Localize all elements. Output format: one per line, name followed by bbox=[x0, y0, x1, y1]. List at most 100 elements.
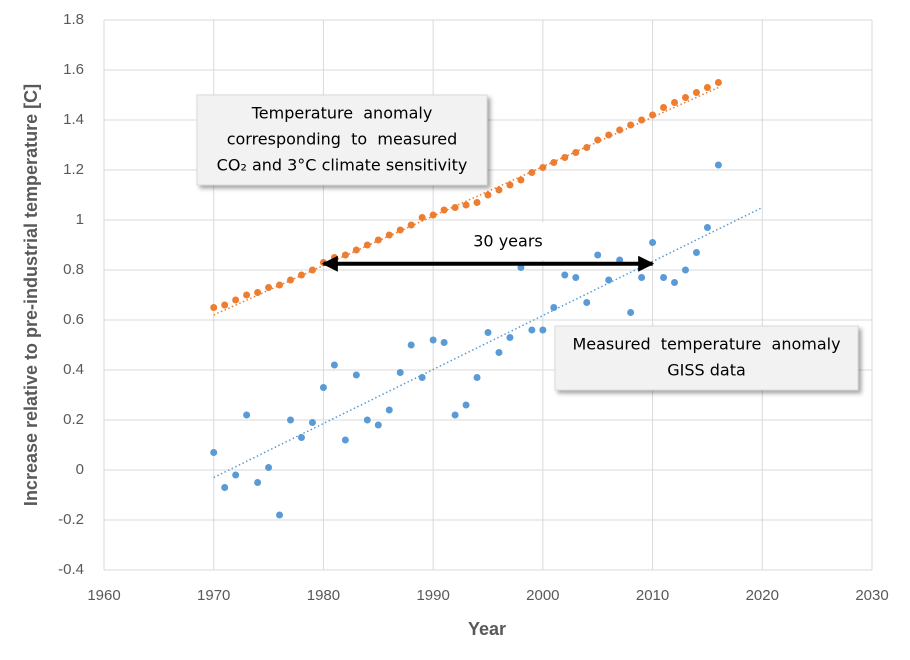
legend-entry: Temperature anomaly bbox=[251, 104, 433, 123]
data-point bbox=[517, 176, 525, 184]
arrow-label: 30 years bbox=[473, 232, 542, 251]
legend-entry: corresponding to measured bbox=[227, 130, 458, 149]
data-point bbox=[276, 281, 284, 289]
data-point bbox=[451, 204, 459, 211]
data-point bbox=[330, 254, 338, 261]
data-point bbox=[396, 369, 404, 376]
data-point bbox=[473, 374, 481, 381]
x-tick-label: 2000 bbox=[526, 587, 559, 604]
data-point bbox=[681, 266, 689, 274]
data-point bbox=[341, 436, 349, 444]
data-point bbox=[550, 159, 558, 166]
data-point bbox=[616, 126, 624, 134]
data-point bbox=[462, 201, 470, 209]
y-tick-label: 1.6 bbox=[63, 61, 84, 78]
x-tick-label: 2030 bbox=[855, 587, 888, 604]
data-point bbox=[308, 419, 316, 426]
data-point bbox=[429, 211, 437, 219]
y-tick-label: 1.2 bbox=[63, 161, 84, 178]
data-point bbox=[254, 479, 262, 486]
data-point bbox=[495, 349, 503, 356]
y-tick-label: 0.6 bbox=[63, 311, 84, 328]
data-point bbox=[583, 144, 591, 151]
data-point bbox=[649, 239, 657, 246]
data-point bbox=[506, 181, 514, 189]
data-point bbox=[308, 266, 316, 274]
y-tick-label: 0.4 bbox=[63, 361, 84, 378]
data-point bbox=[638, 274, 646, 281]
data-point bbox=[396, 226, 404, 234]
data-point bbox=[473, 199, 481, 206]
data-point bbox=[407, 341, 415, 349]
data-point bbox=[692, 89, 700, 96]
data-point bbox=[352, 246, 360, 254]
data-point bbox=[506, 334, 514, 341]
data-point bbox=[363, 241, 371, 249]
data-point bbox=[232, 471, 240, 479]
data-point bbox=[539, 164, 547, 171]
data-point bbox=[363, 416, 371, 424]
data-point bbox=[714, 79, 722, 86]
x-tick-label: 1970 bbox=[197, 587, 230, 604]
data-point bbox=[374, 236, 382, 244]
data-point bbox=[660, 104, 668, 111]
y-tick-label: 0.8 bbox=[63, 261, 84, 278]
x-tick-label: 1980 bbox=[307, 587, 340, 604]
y-tick-label: 0 bbox=[76, 461, 84, 478]
data-point bbox=[418, 374, 426, 381]
data-point bbox=[418, 214, 426, 221]
data-point bbox=[243, 291, 251, 299]
data-point bbox=[385, 231, 393, 239]
data-point bbox=[341, 251, 349, 259]
data-point bbox=[221, 484, 229, 491]
y-tick-label: 1 bbox=[76, 211, 84, 228]
y-tick-label: 1.8 bbox=[63, 11, 84, 28]
data-point bbox=[210, 304, 218, 311]
y-tick-label: -0.2 bbox=[58, 511, 84, 528]
x-axis-title: Year bbox=[468, 619, 506, 639]
data-point bbox=[352, 371, 360, 379]
data-point bbox=[385, 406, 393, 414]
data-point bbox=[539, 326, 547, 334]
data-point bbox=[440, 206, 448, 214]
data-point bbox=[605, 131, 613, 139]
data-point bbox=[714, 161, 722, 169]
data-point bbox=[594, 251, 602, 259]
data-point bbox=[561, 271, 569, 279]
y-tick-label: 1.4 bbox=[63, 111, 84, 128]
y-tick-label: -0.4 bbox=[58, 561, 84, 578]
data-point bbox=[287, 276, 295, 284]
legend-box bbox=[196, 94, 488, 186]
data-point bbox=[484, 191, 492, 199]
arrow-label-box bbox=[452, 222, 564, 260]
data-point bbox=[276, 511, 284, 519]
data-point bbox=[232, 296, 240, 304]
data-point bbox=[605, 276, 613, 284]
data-point bbox=[265, 284, 273, 291]
data-point bbox=[627, 121, 635, 129]
data-point bbox=[594, 136, 602, 144]
x-tick-label: 1960 bbox=[87, 587, 120, 604]
data-point bbox=[440, 339, 448, 346]
data-point bbox=[660, 274, 668, 281]
data-point bbox=[671, 99, 679, 106]
data-point bbox=[451, 411, 459, 419]
data-point bbox=[681, 94, 689, 101]
data-point bbox=[703, 224, 711, 231]
data-point bbox=[297, 434, 305, 441]
data-point bbox=[484, 329, 492, 336]
data-point bbox=[210, 449, 218, 456]
data-point bbox=[583, 299, 591, 306]
data-point bbox=[671, 279, 679, 286]
data-point bbox=[287, 416, 295, 424]
data-point bbox=[297, 271, 305, 279]
data-point bbox=[495, 186, 503, 194]
data-point bbox=[265, 464, 273, 471]
data-point bbox=[528, 169, 536, 176]
data-point bbox=[254, 289, 262, 296]
y-axis-title: Increase relative to pre-industrial temp… bbox=[21, 84, 41, 506]
data-point bbox=[528, 326, 536, 334]
data-point bbox=[243, 411, 251, 419]
data-point bbox=[638, 116, 646, 124]
x-tick-label: 1990 bbox=[416, 587, 449, 604]
